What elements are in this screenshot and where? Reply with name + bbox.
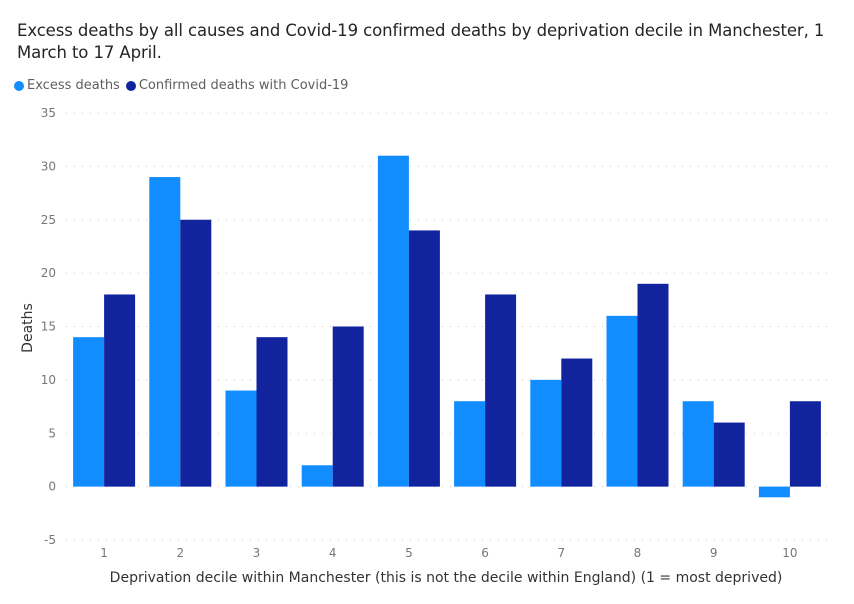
bar-confirmed-deaths[interactable] [561, 358, 593, 487]
x-tick-label: 8 [634, 546, 642, 560]
y-tick-label: 5 [48, 426, 56, 440]
y-tick-label: 15 [41, 320, 56, 334]
legend-label-excess-deaths: Excess deaths [27, 78, 120, 93]
bar-excess-deaths[interactable] [73, 337, 105, 487]
bar-confirmed-deaths[interactable] [332, 326, 364, 487]
y-tick-label: 35 [41, 106, 56, 120]
x-axis-ticks: 1 2 3 4 5 6 7 8 9 10 [100, 546, 797, 560]
legend: Excess deaths Confirmed deaths with Covi… [14, 78, 354, 93]
x-tick-label: 1 [100, 546, 108, 560]
y-tick-label: 10 [41, 373, 56, 387]
legend-marker-confirmed-deaths [125, 80, 136, 91]
x-tick-label: 7 [557, 546, 565, 560]
y-tick-label: 20 [41, 266, 56, 280]
chart-title: Excess deaths by all causes and Covid-19… [17, 21, 825, 62]
x-tick-label: 4 [329, 546, 337, 560]
y-tick-label: 30 [41, 159, 56, 173]
bar-excess-deaths[interactable] [225, 390, 257, 487]
x-axis-label: Deprivation decile within Manchester (th… [110, 570, 783, 586]
bar-confirmed-deaths[interactable] [789, 401, 821, 487]
bar-excess-deaths[interactable] [301, 465, 333, 487]
bar-confirmed-deaths[interactable] [713, 422, 745, 487]
x-tick-label: 5 [405, 546, 413, 560]
x-tick-label: 9 [710, 546, 718, 560]
bar-excess-deaths[interactable] [149, 177, 181, 487]
bar-excess-deaths[interactable] [758, 486, 790, 498]
x-tick-label: 10 [782, 546, 797, 560]
bar-confirmed-deaths[interactable] [256, 337, 288, 487]
bar-confirmed-deaths[interactable] [637, 283, 669, 487]
bar-confirmed-deaths[interactable] [485, 294, 517, 487]
y-tick-label: 25 [41, 213, 56, 227]
legend-item-confirmed-deaths[interactable]: Confirmed deaths with Covid-19 [125, 78, 349, 93]
bar-confirmed-deaths[interactable] [180, 219, 212, 487]
y-tick-label: 0 [48, 480, 56, 494]
legend-label-confirmed-deaths: Confirmed deaths with Covid-19 [138, 78, 349, 93]
bar-excess-deaths[interactable] [377, 155, 409, 487]
bar-excess-deaths[interactable] [682, 401, 714, 487]
x-tick-label: 6 [481, 546, 489, 560]
bar-confirmed-deaths[interactable] [104, 294, 136, 487]
x-tick-label: 2 [176, 546, 184, 560]
y-axis-label: Deaths [20, 303, 36, 353]
bar-excess-deaths[interactable] [454, 401, 486, 487]
bars [73, 155, 821, 498]
legend-item-excess-deaths[interactable]: Excess deaths [14, 78, 120, 93]
y-tick-label: -5 [44, 533, 56, 547]
bar-excess-deaths[interactable] [606, 315, 638, 487]
y-axis-ticks: -5 0 5 10 15 20 25 30 35 [41, 106, 56, 547]
x-tick-label: 3 [253, 546, 261, 560]
legend-marker-excess-deaths [14, 80, 24, 91]
bar-confirmed-deaths[interactable] [408, 230, 440, 487]
bar-excess-deaths[interactable] [530, 379, 562, 487]
